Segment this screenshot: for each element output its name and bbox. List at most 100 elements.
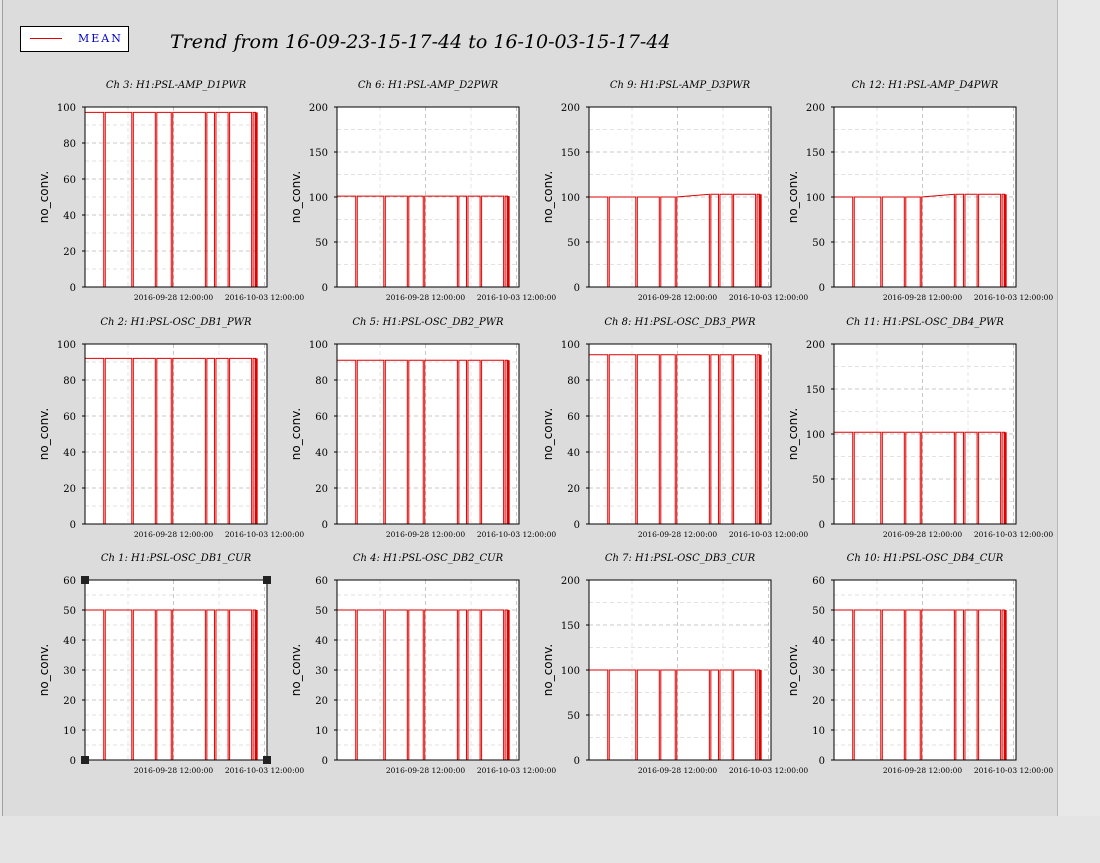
plot-frame (84, 343, 268, 525)
y-tick-label: 0 (70, 520, 76, 531)
y-tick-label: 80 (63, 376, 76, 387)
y-tick-label: 0 (574, 520, 580, 531)
y-tick-label: 60 (315, 412, 328, 423)
y-tick-label: 30 (63, 666, 76, 677)
x-tick-label: 2016-09-28 12:00:00 (883, 293, 963, 302)
x-tick-label: 2016-10-03 12:00:00 (477, 530, 557, 539)
y-axis-label: no_conv. (289, 408, 303, 460)
y-axis-label: no_conv. (541, 408, 555, 460)
y-axis-label: no_conv. (37, 171, 51, 223)
y-tick-label: 0 (574, 283, 580, 294)
main-title: Trend from 16-09-23-15-17-44 to 16-10-03… (170, 31, 671, 53)
chart-2: 0 50 100 150 200 2016-09-28 12:00:00 2016-10-0… (289, 80, 556, 302)
chart-4: 0 50 100 150 200 2016-09-28 12:00:00 2016-10-0… (786, 80, 1053, 302)
chart-10: 0 10 20 30 40 50 60 2016-09-28 12:00:00 2016-10-… (289, 553, 556, 775)
chart-title: Ch 9: H1:PSL-AMP_D3PWR (610, 80, 751, 91)
series-line-mean (85, 357, 257, 525)
y-tick-label: 100 (561, 193, 580, 204)
chart-12: 0 10 20 30 40 50 60 2016-09-28 12:00:00 2016-10-… (786, 553, 1053, 775)
series-line-mean (337, 195, 509, 288)
selection-handle (81, 576, 89, 584)
y-tick-label: 40 (63, 448, 76, 459)
window-edge (1057, 0, 1100, 816)
chart-title: Ch 6: H1:PSL-AMP_D2PWR (358, 80, 499, 91)
y-tick-label: 20 (812, 696, 825, 707)
y-tick-label: 10 (63, 726, 76, 737)
y-tick-label: 50 (812, 475, 825, 486)
y-tick-label: 30 (315, 666, 328, 677)
legend-box: MEAN (20, 26, 129, 52)
plot-frame (84, 106, 268, 288)
series-burst-mean (254, 112, 258, 288)
chart-title: Ch 3: H1:PSL-AMP_D1PWR (106, 80, 247, 91)
y-axis-label: no_conv. (37, 644, 51, 696)
x-tick-label: 2016-10-03 12:00:00 (729, 530, 809, 539)
y-tick-label: 30 (812, 666, 825, 677)
x-tick-label: 2016-10-03 12:00:00 (974, 766, 1054, 775)
y-tick-label: 20 (567, 484, 580, 495)
series-line-mean (589, 354, 761, 525)
x-tick-label: 2016-10-03 12:00:00 (974, 293, 1054, 302)
x-tick-label: 2016-10-03 12:00:00 (729, 766, 809, 775)
series-burst-mean (1003, 432, 1007, 524)
y-tick-label: 20 (63, 696, 76, 707)
series-line-mean (589, 669, 761, 761)
y-tick-label: 200 (806, 340, 825, 351)
x-tick-label: 2016-09-28 12:00:00 (638, 766, 718, 775)
y-tick-label: 40 (315, 636, 328, 647)
y-tick-label: 0 (819, 520, 825, 531)
series-line-mean (834, 609, 1006, 761)
y-tick-label: 100 (309, 340, 328, 351)
chart-6: 0 20 40 60 80 100 2016-09-28 12:00:00 2016-10-0… (289, 317, 556, 539)
y-tick-label: 20 (63, 247, 76, 258)
x-tick-label: 2016-09-28 12:00:00 (883, 530, 963, 539)
y-tick-label: 60 (315, 576, 328, 587)
y-tick-label: 0 (819, 756, 825, 767)
y-tick-label: 40 (315, 448, 328, 459)
chart-title: Ch 11: H1:PSL-OSC_DB4_PWR (846, 317, 1004, 328)
chart-8: 0 50 100 150 200 2016-09-28 12:00:00 2016-10-0… (786, 317, 1053, 539)
y-axis-label: no_conv. (541, 171, 555, 223)
chart-title: Ch 1: H1:PSL-OSC_DB1_CUR (101, 553, 252, 564)
y-tick-label: 100 (806, 193, 825, 204)
chart-title: Ch 12: H1:PSL-AMP_D4PWR (852, 80, 999, 91)
y-tick-label: 100 (309, 193, 328, 204)
chart-9: 0 10 20 30 40 50 60 2016-09-28 12:00:00 2016-10-… (37, 553, 304, 775)
y-tick-label: 50 (63, 606, 76, 617)
y-tick-label: 150 (806, 148, 825, 159)
x-tick-label: 2016-09-28 12:00:00 (386, 766, 466, 775)
chart-5: 0 20 40 60 80 100 2016-09-28 12:00:00 2016-10-0… (37, 317, 304, 539)
x-tick-label: 2016-10-03 12:00:00 (225, 766, 305, 775)
x-tick-label: 2016-09-28 12:00:00 (386, 530, 466, 539)
y-tick-label: 100 (57, 103, 76, 114)
y-tick-label: 50 (567, 711, 580, 722)
series-burst-mean (1003, 610, 1007, 760)
x-tick-label: 2016-09-28 12:00:00 (134, 766, 214, 775)
y-tick-label: 50 (315, 238, 328, 249)
x-tick-label: 2016-09-28 12:00:00 (883, 766, 963, 775)
y-axis-label: no_conv. (289, 171, 303, 223)
series-line-mean (337, 359, 509, 525)
series-line-mean (834, 193, 1006, 288)
y-axis-label: no_conv. (541, 644, 555, 696)
y-tick-label: 50 (812, 238, 825, 249)
y-tick-label: 100 (57, 340, 76, 351)
selection-handle (263, 756, 271, 764)
y-tick-label: 40 (63, 636, 76, 647)
chart-1: 0 20 40 60 80 100 2016-09-28 12:00:00 2016-10-0… (37, 80, 304, 302)
y-tick-label: 40 (63, 211, 76, 222)
x-tick-label: 2016-09-28 12:00:00 (638, 530, 718, 539)
y-tick-label: 60 (567, 412, 580, 423)
y-axis-label: no_conv. (786, 408, 800, 460)
chart-3: 0 50 100 150 200 2016-09-28 12:00:00 2016-10-0… (541, 80, 808, 302)
x-tick-label: 2016-10-03 12:00:00 (974, 530, 1054, 539)
y-tick-label: 80 (315, 376, 328, 387)
x-tick-label: 2016-09-28 12:00:00 (134, 293, 214, 302)
plot-frame (588, 343, 772, 525)
y-axis-label: no_conv. (37, 408, 51, 460)
y-tick-label: 100 (561, 340, 580, 351)
selection-handle (81, 756, 89, 764)
y-tick-label: 80 (63, 139, 76, 150)
series-line-mean (85, 609, 257, 761)
